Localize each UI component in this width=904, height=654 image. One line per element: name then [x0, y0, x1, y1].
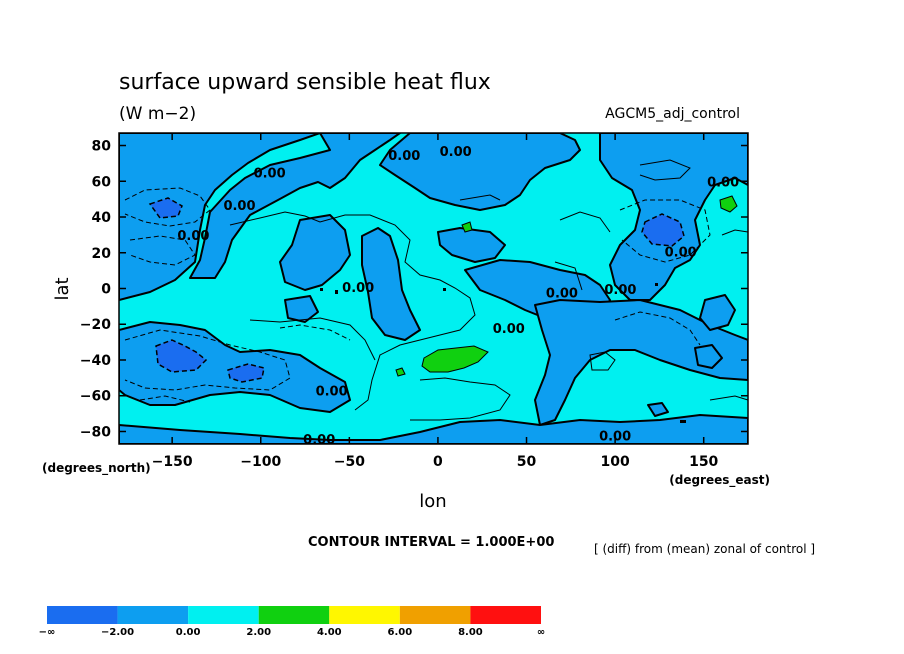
colorbar-swatch — [470, 606, 541, 624]
contour-label: 0.00 — [440, 145, 472, 160]
colorbar-swatch — [329, 606, 400, 624]
colorbar-label: −2.00 — [101, 627, 134, 638]
colorbar-label: 8.00 — [458, 627, 483, 638]
y-tick-label: 60 — [92, 174, 112, 190]
note-text: [ (diff) from (mean) zonal of control ] — [594, 542, 815, 556]
colorbar-label: 0.00 — [176, 627, 201, 638]
contour-label: 0.00 — [303, 433, 335, 448]
x-tick-label: 150 — [689, 454, 718, 470]
positive-regions — [395, 195, 738, 377]
contour-label: 0.00 — [316, 385, 348, 400]
contour-label: 0.00 — [665, 245, 697, 260]
colorbar: −∞ −2.00 0.00 2.00 4.00 6.00 8.00 ∞ — [39, 606, 545, 638]
contour-labels: 0.00 0.00 0.00 0.00 0.00 0.00 0.00 0.00 0.00 0.00… — [177, 145, 739, 448]
contour-label: 0.00 — [342, 281, 374, 296]
y-tick-label: −20 — [80, 317, 111, 333]
y-tick-label: −40 — [80, 353, 111, 369]
contour-label: 0.00 — [223, 199, 255, 214]
isolated-features — [320, 283, 686, 423]
colorbar-swatch — [258, 606, 330, 624]
x-tick-label: 50 — [517, 454, 537, 470]
contour-label: 0.00 — [599, 429, 631, 444]
plot-area — [119, 133, 748, 444]
x-axis-label: lon — [419, 491, 446, 512]
contour-label: 0.00 — [177, 229, 209, 244]
colorbar-swatch — [117, 606, 189, 624]
colorbar-label: ∞ — [537, 627, 545, 638]
x-tick-label: 0 — [433, 454, 443, 470]
colorbar-label: 4.00 — [317, 627, 342, 638]
colorbar-label: 6.00 — [388, 627, 413, 638]
contour-label: 0.00 — [493, 322, 525, 337]
contour-label: 0.00 — [254, 167, 286, 182]
x-tick-label: 100 — [600, 454, 629, 470]
dashed-contours — [124, 187, 711, 403]
strong-negative-regions — [148, 197, 685, 383]
y-tick-label: 0 — [101, 282, 111, 298]
y-tick-label: 80 — [92, 139, 112, 155]
contour-label: 0.00 — [388, 149, 420, 164]
colorbar-label: 2.00 — [246, 627, 271, 638]
contour-label: 0.00 — [707, 176, 739, 191]
y-unit-label: (degrees_north) — [42, 461, 151, 476]
x-tick-label: −100 — [240, 454, 281, 470]
y-tick-label: 20 — [92, 246, 112, 262]
y-tick-label: 40 — [92, 210, 112, 226]
chart-title: surface upward sensible heat flux — [119, 70, 491, 95]
x-tick-label: −50 — [334, 454, 365, 470]
x-axis-ticks: −150 −100 −50 0 50 100 150 — [152, 133, 719, 470]
colorbar-swatch — [188, 606, 259, 624]
solid-contours — [229, 159, 748, 421]
contour-label: 0.00 — [546, 286, 578, 301]
x-unit-label: (degrees_east) — [669, 473, 770, 488]
y-axis-label: lat — [52, 277, 73, 300]
y-tick-label: −60 — [80, 389, 111, 405]
y-axis-ticks: 80 60 40 20 0 −20 −40 −60 −80 — [80, 139, 748, 440]
chart-units: (W m−2) — [119, 104, 196, 124]
colorbar-swatch — [47, 606, 118, 624]
contour-label: 0.00 — [604, 283, 636, 298]
x-tick-label: −150 — [152, 454, 193, 470]
colorbar-label: −∞ — [39, 627, 56, 638]
contour-interval-text: CONTOUR INTERVAL = 1.000E+00 — [308, 535, 554, 550]
y-tick-label: −80 — [80, 424, 111, 440]
colorbar-swatch — [399, 606, 471, 624]
dataset-label: AGCM5_adj_control — [605, 106, 740, 122]
